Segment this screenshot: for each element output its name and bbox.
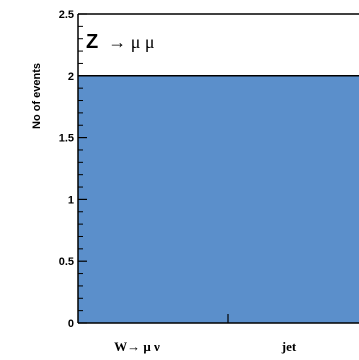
- x-tick-label: W→ μ ν: [114, 339, 160, 354]
- bar-1: [228, 75, 359, 323]
- chart-title: Z → μ μ: [86, 31, 155, 53]
- y-tick-label: 2.5: [59, 9, 74, 21]
- x-ticks: W→ μ ν jet: [114, 314, 297, 354]
- x-tick-label: jet: [281, 339, 297, 354]
- y-axis-label: No of events: [31, 63, 43, 129]
- y-tick-label: 1: [68, 194, 74, 206]
- bar-0: [78, 75, 228, 323]
- bars-layer: [78, 75, 359, 323]
- chart-title-rest: → μ μ: [108, 32, 154, 52]
- y-tick-label: 0: [68, 318, 74, 330]
- axes-layer: [77, 13, 359, 324]
- chart-title-main: Z: [86, 31, 98, 53]
- y-tick-label: 1.5: [59, 133, 74, 145]
- y-tick-label: 0.5: [59, 256, 74, 268]
- y-tick-label: 2: [68, 71, 74, 83]
- y-ticks: 0 0.5 1 1.5 2 2.5: [59, 9, 87, 330]
